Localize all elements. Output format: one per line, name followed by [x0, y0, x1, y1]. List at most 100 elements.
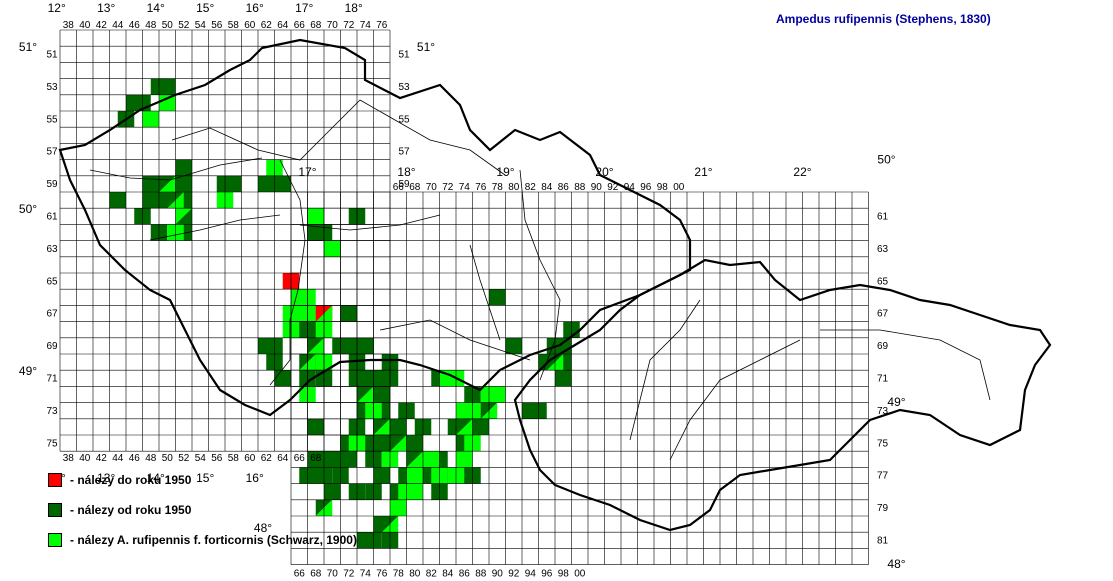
longitude-label-top: 12°	[48, 1, 66, 15]
slovak-border	[513, 258, 1052, 532]
cell-since-1950	[373, 467, 390, 484]
cell-split-lower	[307, 337, 324, 354]
legend-label: - nálezy A. rufipennis f. forticornis (S…	[70, 533, 357, 547]
river-svratka	[469, 244, 501, 341]
longitude-label-top: 17°	[295, 1, 313, 15]
cell-since-1950	[489, 289, 506, 306]
east-longitude-label-top: 21°	[694, 165, 712, 179]
east-column-label-bottom: 86	[459, 569, 471, 580]
row-label-left: 59	[46, 179, 58, 190]
longitude-label-bottom: 15°	[196, 471, 214, 485]
east-column-label-top: 98	[657, 182, 669, 193]
cell-split-lower	[456, 418, 473, 435]
legend-item-since-1950: - nálezy od roku 1950	[48, 502, 357, 518]
cell-since-1950	[357, 337, 374, 354]
east-column-label-top: 88	[574, 182, 586, 193]
cell-split-lower	[381, 516, 399, 533]
east-column-label-top: 80	[508, 182, 520, 193]
column-label-top: 54	[195, 20, 207, 31]
cell-since-1950	[505, 337, 522, 354]
legend-item-before-1950: - nálezy do roku 1950	[48, 472, 357, 488]
row-label-left: 53	[46, 82, 58, 93]
map-title: Ampedus rufipennis (Stephens, 1830)	[776, 12, 991, 26]
latitude-label-right: 51°	[417, 40, 435, 54]
column-label-top: 48	[145, 20, 157, 31]
column-label-bottom: 68	[310, 453, 322, 464]
legend: - nálezy do roku 1950 - nálezy od roku 1…	[48, 472, 357, 562]
column-label-top: 52	[178, 20, 190, 31]
row-label-left: 55	[46, 114, 58, 125]
east-latitude-label-right: 48°	[887, 557, 905, 571]
latitude-label-left: 49°	[19, 364, 37, 378]
east-column-label-bottom: 80	[409, 569, 421, 580]
row-label-left: 63	[46, 244, 58, 255]
east-column-label-top: 82	[525, 182, 537, 193]
column-label-top: 50	[162, 20, 174, 31]
east-column-label-top: 68	[409, 182, 421, 193]
east-row-label-right: 75	[877, 438, 889, 449]
east-column-label-bottom: 74	[360, 569, 372, 580]
east-longitude-label-top: 20°	[595, 165, 613, 179]
column-label-top: 70	[327, 20, 339, 31]
country-borders	[58, 38, 1052, 532]
cell-since-1950	[340, 305, 357, 322]
legend-swatch-light-green	[48, 533, 62, 547]
latitude-label-left: 51°	[19, 40, 37, 54]
column-label-top: 56	[211, 20, 223, 31]
legend-swatch-dark-green	[48, 503, 62, 517]
east-row-label-right: 77	[877, 471, 889, 482]
east-column-label-bottom: 76	[376, 569, 388, 580]
east-row-label-right: 79	[877, 503, 889, 514]
cell-since-1950	[109, 192, 126, 209]
east-column-label-bottom: 98	[558, 569, 570, 580]
column-label-bottom: 42	[96, 453, 108, 464]
cell-since-1950	[274, 175, 291, 192]
cell-since-1950	[324, 483, 341, 500]
cell-forticornis	[390, 499, 407, 516]
cell-split-upper	[480, 402, 498, 419]
legend-item-forticornis: - nálezy A. rufipennis f. forticornis (S…	[48, 532, 357, 548]
column-label-top: 62	[261, 20, 273, 31]
cell-forticornis	[406, 467, 423, 484]
row-label-left: 65	[46, 276, 58, 287]
row-label-left: 51	[46, 50, 58, 61]
column-label-bottom: 40	[79, 453, 91, 464]
east-column-label-bottom: 68	[310, 569, 322, 580]
cell-since-1950	[258, 175, 275, 192]
column-label-bottom: 52	[178, 453, 190, 464]
column-label-top: 46	[129, 20, 141, 31]
cell-since-1950	[307, 418, 324, 435]
east-column-label-top: 94	[624, 182, 636, 193]
cell-since-1950	[555, 370, 572, 387]
column-label-bottom: 50	[162, 453, 174, 464]
row-label-left: 57	[46, 147, 58, 158]
longitude-label-bottom: 16°	[246, 471, 264, 485]
column-label-bottom: 56	[211, 453, 223, 464]
latitude-label-left: 50°	[19, 202, 37, 216]
column-label-bottom: 44	[112, 453, 124, 464]
cell-split-upper	[175, 208, 192, 225]
column-label-bottom: 48	[145, 453, 157, 464]
row-label-left: 75	[46, 438, 58, 449]
cell-split-upper	[167, 192, 184, 209]
east-column-label-top: 92	[607, 182, 619, 193]
cell-since-1950	[274, 370, 291, 387]
east-longitude-label-top: 18°	[397, 165, 415, 179]
river-berounka	[149, 214, 281, 241]
cell-since-1950	[175, 159, 192, 176]
column-label-top: 74	[360, 20, 372, 31]
column-label-top: 72	[343, 20, 355, 31]
east-column-label-bottom: 82	[426, 569, 438, 580]
east-row-label-right: 67	[877, 309, 889, 320]
east-column-label-top: 00	[673, 182, 685, 193]
longitude-label-bottom: 14°	[147, 471, 165, 485]
cell-since-1950	[225, 175, 242, 192]
east-longitude-label-top: 17°	[298, 165, 316, 179]
column-label-top: 68	[310, 20, 322, 31]
east-latitude-label-left: 48°	[254, 521, 272, 535]
east-column-label-top: 74	[459, 182, 471, 193]
east-column-label-top: 96	[640, 182, 652, 193]
river-hron	[669, 339, 801, 461]
legend-label: - nálezy od roku 1950	[70, 503, 192, 517]
east-row-label-right: 61	[877, 212, 889, 223]
